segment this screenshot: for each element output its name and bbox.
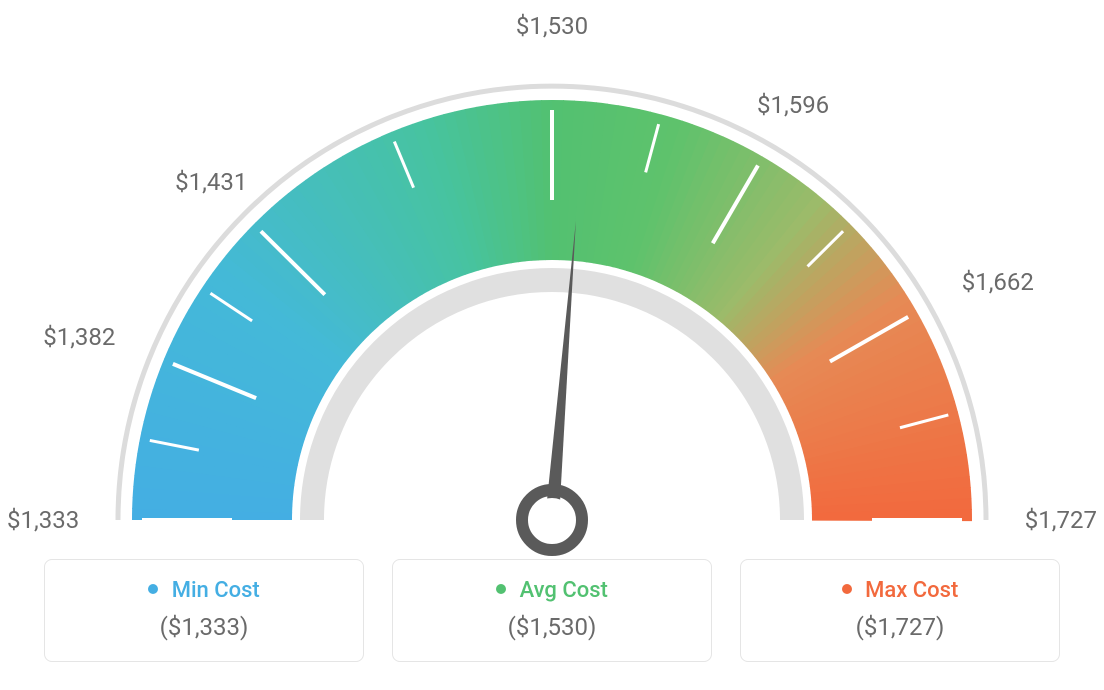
max-cost-label: Max Cost [865,578,958,603]
min-cost-title: Min Cost [67,578,341,603]
avg-cost-label: Avg Cost [520,578,608,603]
max-cost-title: Max Cost [763,578,1037,603]
avg-cost-dot-icon [496,584,506,594]
gauge-tick-label: $1,596 [757,91,829,119]
cost-gauge: $1,333$1,382$1,431$1,530$1,596$1,662$1,7… [52,20,1052,560]
min-cost-dot-icon [148,584,158,594]
gauge-tick-label: $1,333 [7,506,79,534]
min-cost-label: Min Cost [172,578,260,603]
max-cost-dot-icon [842,584,852,594]
min-cost-card: Min Cost ($1,333) [44,559,364,662]
max-cost-card: Max Cost ($1,727) [740,559,1060,662]
gauge-tick-label: $1,382 [43,323,115,351]
avg-cost-card: Avg Cost ($1,530) [392,559,712,662]
avg-cost-value: ($1,530) [415,613,689,641]
gauge-tick-label: $1,530 [516,12,588,40]
avg-cost-title: Avg Cost [415,578,689,603]
gauge-tick-label: $1,431 [175,168,247,196]
min-cost-value: ($1,333) [67,613,341,641]
gauge-svg [52,20,1052,580]
gauge-tick-label: $1,727 [1025,506,1097,534]
max-cost-value: ($1,727) [763,613,1037,641]
gauge-tick-label: $1,662 [962,268,1034,296]
summary-cards: Min Cost ($1,333) Avg Cost ($1,530) Max … [44,559,1060,662]
